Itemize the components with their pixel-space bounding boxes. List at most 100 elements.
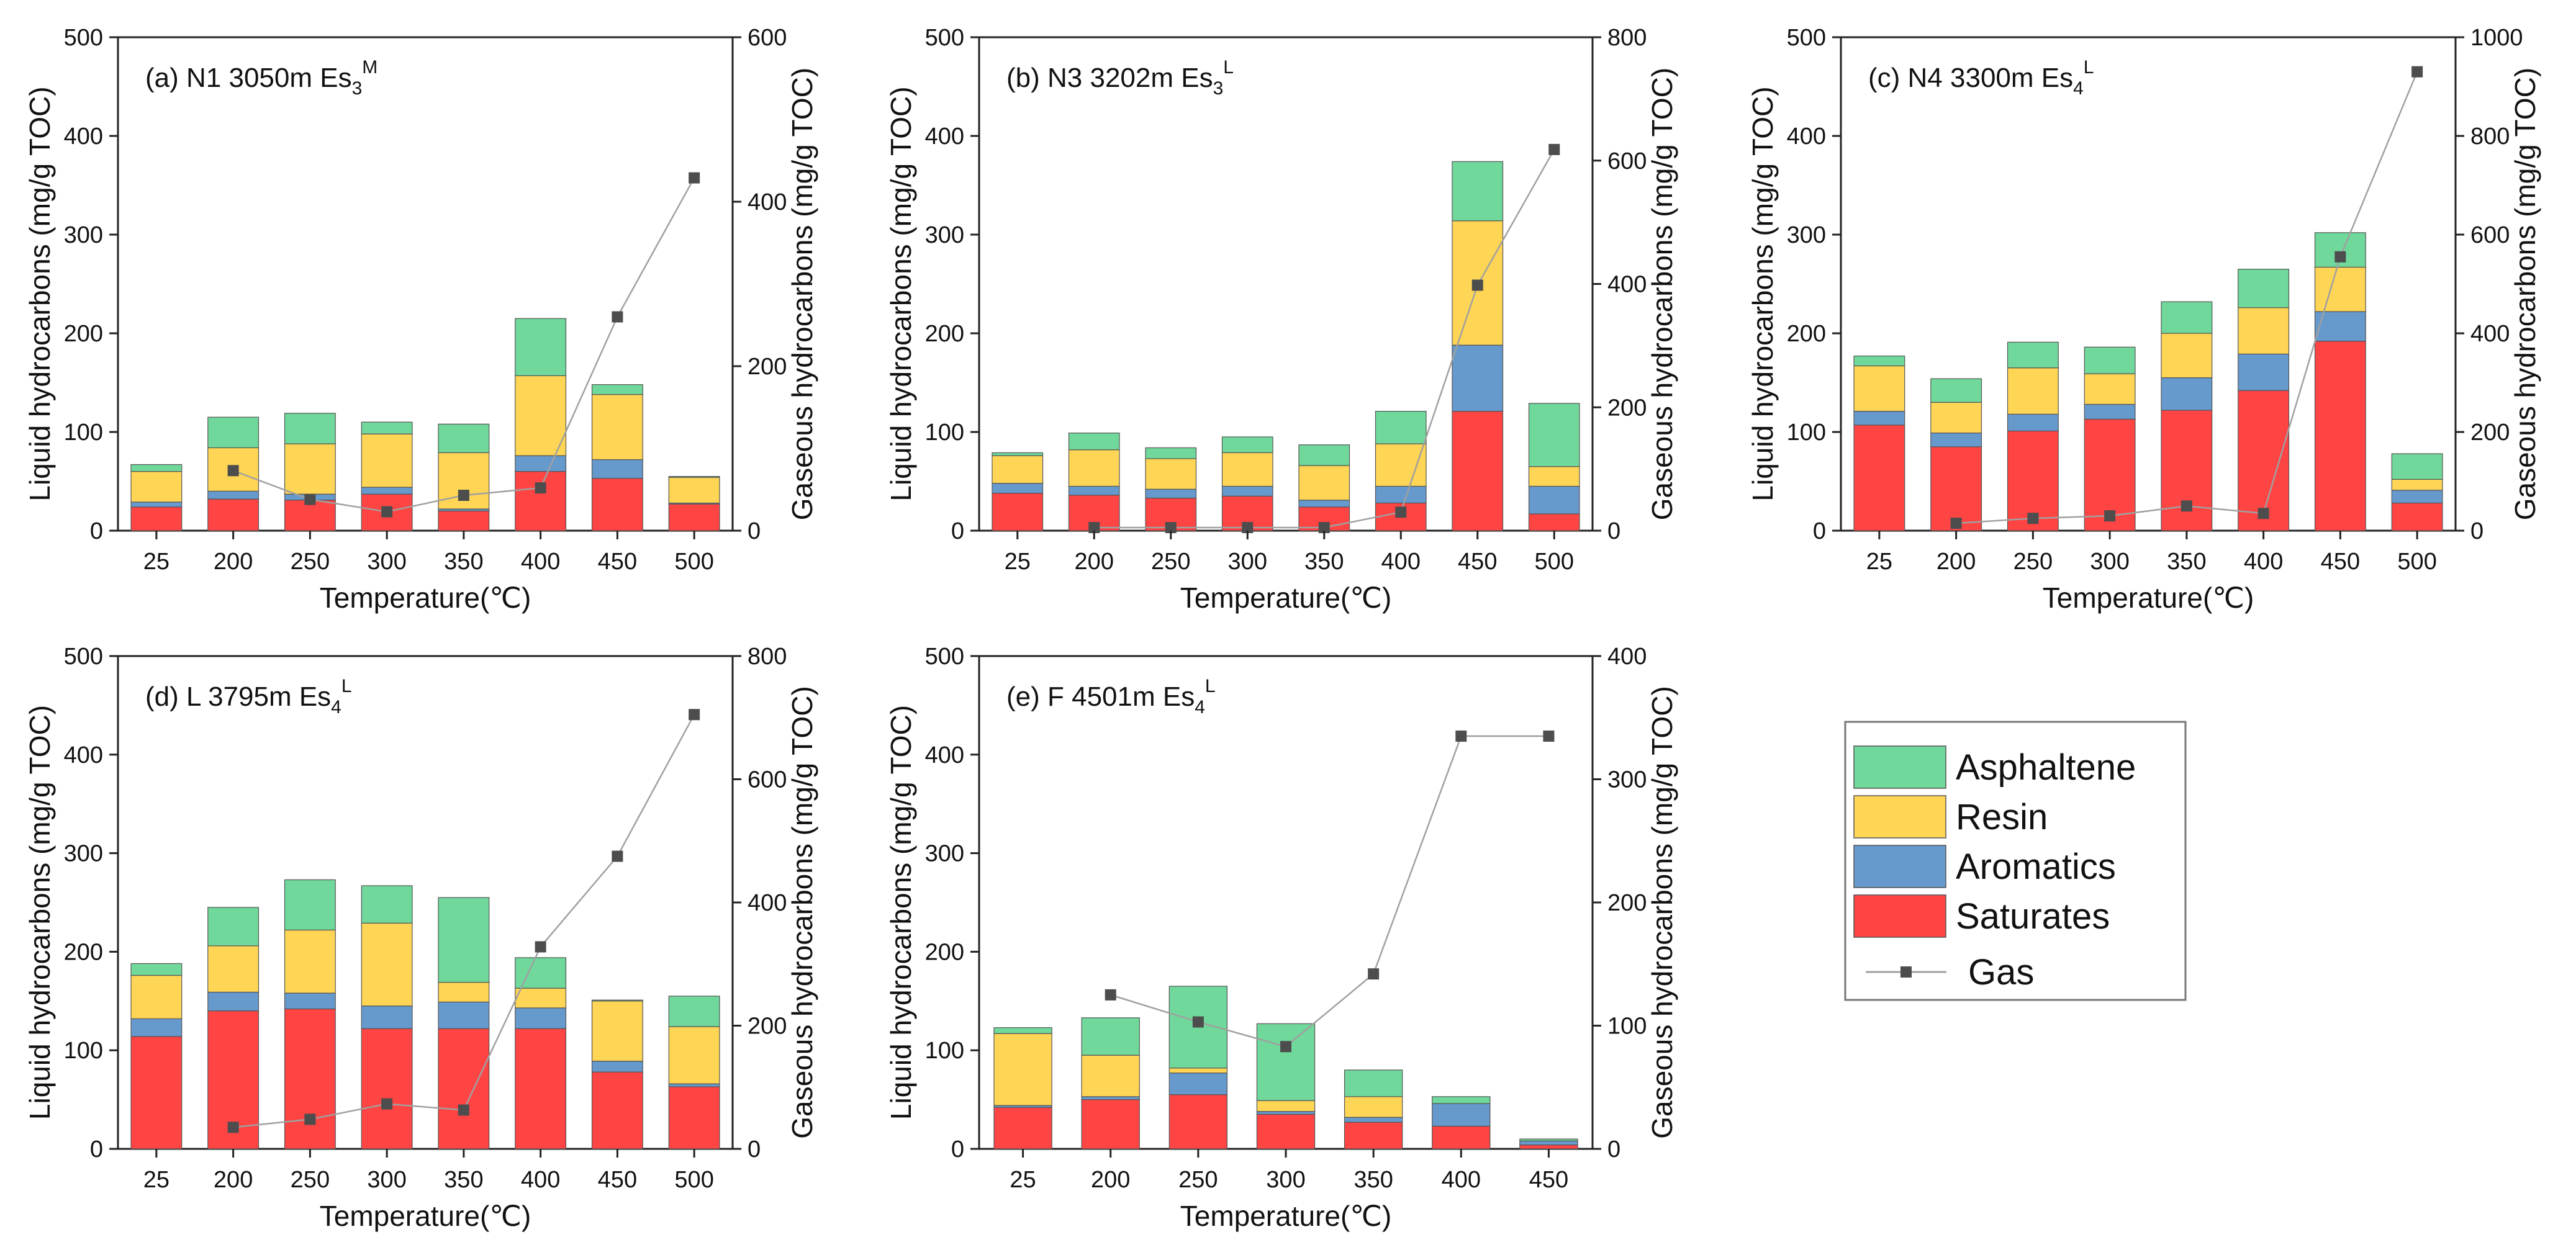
y2-tick-label: 200: [1607, 395, 1647, 421]
bar-segment-aromatics-400: [515, 455, 567, 472]
bar-segment-aromatics-250: [284, 992, 336, 1010]
bar-segment-asphaltene-300: [1221, 436, 1273, 453]
x-tick-label: 200: [214, 1167, 253, 1193]
bar-segment-saturates-25: [992, 492, 1044, 531]
bar-segment-aromatics-250: [1145, 488, 1197, 499]
x-tick-label: 25: [1010, 1167, 1036, 1193]
x-tick-label: 200: [214, 549, 253, 575]
y2-tick-label: 0: [1607, 1136, 1620, 1163]
x-tick-label: 500: [1535, 549, 1574, 575]
bar-segment-asphaltene-200: [1068, 432, 1120, 451]
bar-segment-saturates-500: [668, 503, 720, 531]
x-tick-label: 400: [1442, 1167, 1481, 1193]
bar-segment-resin-25: [130, 974, 183, 1019]
y-tick-label: 400: [64, 124, 103, 150]
x-tick-label: 350: [444, 1167, 483, 1193]
y2-tick-label: 600: [748, 767, 787, 793]
panel-title-main: (b) N3 3202m Es: [1006, 63, 1213, 93]
bar-segment-aromatics-250: [1168, 1073, 1228, 1095]
y-tick-label: 100: [64, 1038, 103, 1064]
bar-segment-aromatics-200: [1081, 1096, 1140, 1100]
bar-segment-aromatics-300: [1256, 1111, 1316, 1115]
gas-point-marker: [227, 1122, 239, 1133]
bar-segment-resin-400: [515, 987, 567, 1009]
bar-segment-resin-250: [284, 443, 336, 495]
x-tick-label: 400: [1381, 549, 1421, 575]
x-tick-label: 200: [1937, 549, 1976, 575]
gas-point-marker: [381, 1098, 393, 1110]
panel-title-sup: L: [2084, 57, 2094, 78]
y-tick-label: 200: [925, 939, 964, 965]
gas-series-line: [1110, 735, 1549, 1048]
bar-segment-asphaltene-400: [1432, 1096, 1491, 1104]
x-tick-label: 300: [2090, 549, 2129, 575]
bar-segment-resin-250: [284, 929, 336, 994]
bar-segment-asphaltene-350: [1344, 1069, 1403, 1097]
bar-segment-saturates-400: [515, 470, 567, 531]
y-axis-label: Liquid hydrocarbons (mg/g TOC): [885, 86, 917, 501]
x-tick-label: 450: [2321, 549, 2360, 575]
bar-segment-asphaltene-300: [2084, 346, 2136, 374]
y2-tick-label: 400: [748, 890, 787, 916]
y-tick-label: 400: [1787, 124, 1826, 150]
bar-segment-saturates-450: [591, 478, 643, 531]
bar-segment-saturates-400: [515, 1028, 567, 1149]
y-tick-label: 400: [64, 742, 103, 768]
bar-segment-resin-250: [2007, 367, 2059, 415]
x-tick-label: 250: [2013, 549, 2053, 575]
gas-point-marker: [1242, 522, 1254, 534]
x-tick-label: 400: [2244, 549, 2283, 575]
y-tick-label: 0: [1813, 518, 1826, 544]
gas-point-marker: [381, 506, 393, 518]
y2-tick-label: 600: [1607, 148, 1647, 174]
gas-point-marker: [1165, 522, 1177, 534]
x-tick-label: 300: [367, 549, 406, 575]
bar-segment-aromatics-250: [2007, 413, 2059, 432]
y2-axis-label: Gaseous hydrocarbons (mg/g TOC): [1646, 686, 1678, 1139]
x-tick-label: 350: [1354, 1167, 1393, 1193]
chart-panel-5: 25 200 250 300 350 400 450 0 100 200 300 400 500 0 100…: [885, 644, 1678, 1232]
bar-segment-asphaltene-350: [2161, 301, 2213, 334]
bar-segment-aromatics-25: [130, 502, 183, 508]
bar-segment-aromatics-450: [1452, 344, 1504, 412]
bar-segment-asphaltene-500: [1528, 403, 1580, 467]
legend-swatch-resin: [1853, 795, 1946, 839]
bar-segment-asphaltene-500: [668, 996, 720, 1027]
plot-frame: [117, 36, 734, 532]
bar-segment-aromatics-450: [1519, 1140, 1578, 1146]
bar-segment-resin-450: [591, 394, 643, 461]
y-tick-label: 500: [64, 644, 103, 670]
gas-point-marker: [535, 482, 546, 494]
x-tick-label: 200: [1091, 1167, 1130, 1193]
bar-segment-asphaltene-300: [361, 421, 413, 434]
bar-segment-resin-250: [1145, 458, 1197, 490]
x-tick-label: 25: [1866, 549, 1892, 575]
bar-segment-aromatics-200: [1930, 432, 1982, 448]
y2-tick-label: 0: [1607, 518, 1620, 544]
x-tick-label: 300: [1228, 549, 1267, 575]
bar-segment-asphaltene-450: [1452, 161, 1504, 222]
bar-segment-asphaltene-400: [515, 318, 567, 376]
x-tick-label: 250: [1178, 1167, 1218, 1193]
gas-point-marker: [1088, 522, 1100, 534]
x-tick-label: 25: [143, 1167, 169, 1193]
y-tick-label: 500: [925, 644, 964, 670]
gas-point-marker: [2104, 510, 2116, 522]
y-axis-label: Liquid hydrocarbons (mg/g TOC): [24, 86, 56, 501]
y-tick-label: 0: [90, 1136, 103, 1163]
y2-tick-label: 200: [1607, 890, 1647, 916]
y-tick-label: 200: [64, 939, 103, 965]
y2-tick-label: 800: [1607, 25, 1647, 51]
gas-point-marker: [2334, 251, 2346, 263]
y-tick-label: 200: [1787, 321, 1826, 347]
bar-segment-asphaltene-200: [1930, 378, 1982, 403]
bar-segment-aromatics-400: [2238, 353, 2290, 391]
bar-segment-asphaltene-200: [207, 416, 260, 449]
y-tick-label: 500: [64, 25, 103, 51]
bar-segment-asphaltene-350: [1298, 444, 1350, 466]
bar-segment-saturates-25: [1853, 425, 1905, 531]
bar-segment-asphaltene-500: [2391, 453, 2443, 480]
panel-title-sub: 4: [2073, 78, 2084, 99]
bar-segment-asphaltene-250: [2007, 341, 2059, 369]
bar-segment-saturates-350: [438, 510, 490, 531]
